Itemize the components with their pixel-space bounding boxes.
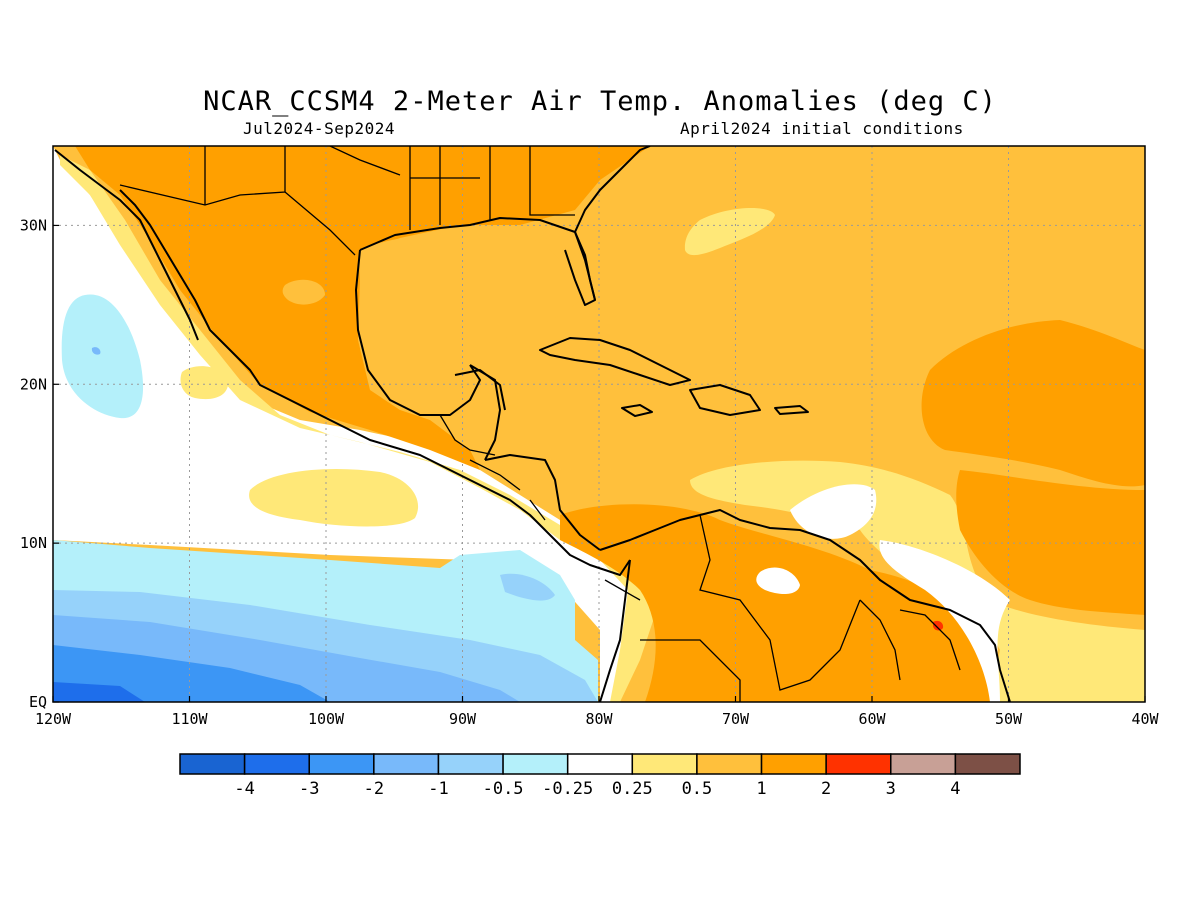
colorbar-label: -1 <box>428 779 448 799</box>
colorbar-swatch-5 <box>502 753 569 775</box>
colorbar-label: 0.5 <box>682 779 713 799</box>
anomaly-band-2-atlantic-east <box>921 320 1145 487</box>
colorbar-label: 1 <box>756 779 766 799</box>
lon-tick-label: 70W <box>722 710 750 728</box>
anomaly-band-0.25-atlantic-east <box>879 540 1010 702</box>
colorbar-label: -3 <box>299 779 319 799</box>
colorbar-swatch-4 <box>437 753 504 775</box>
colorbar: -4 -3 -2 -1 -0.5 -0.25 0.25 0.5 1 2 3 4 <box>179 753 1021 799</box>
lat-tick-label: 10N <box>20 534 47 552</box>
anomaly-spot-atlantic-zero <box>790 484 877 539</box>
forecast-period: Jul2024-Sep2024 <box>243 119 395 138</box>
colorbar-swatch-8 <box>696 753 763 775</box>
gridlines <box>53 146 1145 702</box>
anomaly-blob-cool-small <box>91 347 101 355</box>
colorbar-label: 3 <box>886 779 896 799</box>
lat-tick-label: 30N <box>20 216 47 234</box>
axis-ticks: 120W 110W 100W 90W 80W 70W 60W 50W 40W EQ 10N 20N 30… <box>20 216 1160 728</box>
anomaly-spot-near-zero <box>756 567 800 595</box>
lon-tick-label: 110W <box>171 710 208 728</box>
colorbar-label: -4 <box>234 779 254 799</box>
anomaly-blob-atlantic-north <box>684 208 775 256</box>
colorbar-swatch-3 <box>373 753 440 775</box>
anomaly-band-minus-3 <box>53 682 145 702</box>
lon-tick-label: 80W <box>585 710 613 728</box>
anomaly-field <box>53 146 1145 702</box>
anomaly-band-1-gulf <box>359 233 580 358</box>
anomaly-band-1-baja <box>282 279 325 305</box>
initial-conditions: April2024 initial conditions <box>680 119 964 138</box>
colorbar-swatch-9 <box>760 753 827 775</box>
colorbar-label: -0.5 <box>483 779 524 799</box>
lon-tick-label: 60W <box>858 710 886 728</box>
colorbar-swatch-1 <box>243 753 310 775</box>
colorbar-swatch-10 <box>825 753 892 775</box>
anomaly-blob-cool-west <box>61 294 144 419</box>
colorbar-swatch-0 <box>179 753 246 775</box>
anomaly-band-2-southamerica <box>560 504 990 702</box>
anomaly-blob-warm-small <box>180 366 229 400</box>
colorbar-swatch-12 <box>954 753 1021 775</box>
borders <box>119 146 961 702</box>
colorbar-swatch-7 <box>631 753 698 775</box>
colorbar-label: 4 <box>950 779 960 799</box>
colorbar-label: 2 <box>821 779 831 799</box>
lon-tick-label: 100W <box>308 710 345 728</box>
colorbar-swatch-6 <box>566 753 634 775</box>
anomaly-band-2-atlantic-south <box>956 470 1145 615</box>
coastlines <box>54 146 1011 702</box>
anomaly-spot-hot <box>933 620 944 631</box>
lon-tick-label: 50W <box>995 710 1023 728</box>
lat-tick-label: EQ <box>29 693 47 711</box>
colorbar-label: -2 <box>364 779 384 799</box>
colorbar-label: -0.25 <box>542 779 593 799</box>
anomaly-band-2-mexico-usa <box>75 146 650 470</box>
map-title: NCAR_CCSM4 2-Meter Air Temp. Anomalies (… <box>203 86 997 117</box>
anomaly-blob-cool-east <box>500 573 555 601</box>
anomaly-blob-warm-pacific <box>249 469 419 527</box>
lon-tick-label: 120W <box>35 710 72 728</box>
lon-tick-label: 40W <box>1131 710 1159 728</box>
colorbar-swatch-11 <box>890 753 957 775</box>
lon-tick-label: 90W <box>449 710 477 728</box>
lat-tick-label: 20N <box>20 375 47 393</box>
colorbar-label: 0.25 <box>612 779 653 799</box>
colorbar-swatch-2 <box>308 753 375 775</box>
